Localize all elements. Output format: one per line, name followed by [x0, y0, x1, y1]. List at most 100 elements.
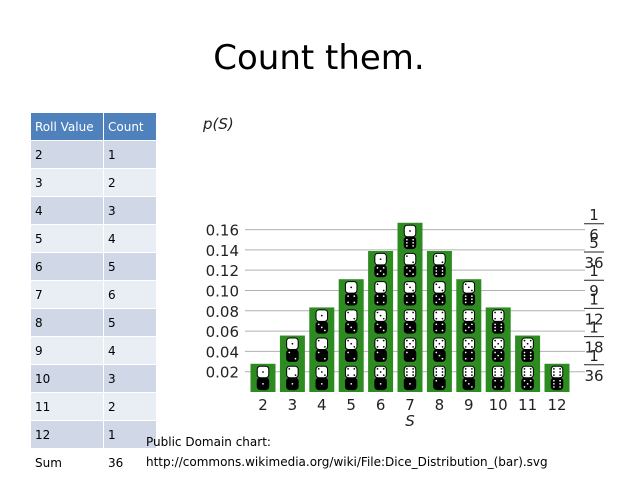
- roll-value-cell: 5: [30, 224, 104, 253]
- die-pip: [406, 283, 408, 286]
- die-pip: [441, 267, 444, 269]
- die-pip: [353, 329, 356, 332]
- die-pip: [376, 323, 379, 326]
- bar: [279, 335, 305, 392]
- die-pip: [412, 238, 414, 241]
- die-pip: [497, 342, 500, 345]
- x-tick-label: 11: [518, 396, 537, 414]
- roll-value-cell: 10: [30, 364, 104, 393]
- die-pip: [553, 374, 555, 376]
- count-cell: 5: [103, 252, 157, 281]
- die-pip: [523, 368, 526, 370]
- fraction-numerator: 1: [589, 262, 599, 280]
- die-pip: [529, 371, 532, 373]
- die-pip: [324, 346, 326, 348]
- table-sum-row: Sum 36: [30, 448, 157, 477]
- die-pip: [409, 342, 411, 345]
- y-tick-label: 0.02: [206, 364, 239, 382]
- die-face: [433, 252, 446, 266]
- right-tick-fraction: 112: [584, 290, 604, 328]
- fraction-numerator: 1: [589, 347, 599, 365]
- die-face: [491, 365, 505, 379]
- die-pip: [412, 245, 414, 247]
- fraction-denominator: 9: [589, 282, 599, 300]
- die-pip: [464, 298, 467, 301]
- roll-value-cell: 11: [30, 392, 104, 421]
- die-pip: [379, 371, 382, 373]
- die-pip: [382, 301, 385, 304]
- die-pip: [467, 382, 470, 385]
- die-pip: [464, 371, 467, 373]
- x-tick-label: 6: [376, 396, 386, 414]
- die-face: [491, 309, 505, 322]
- bar: [368, 250, 394, 392]
- die-pip: [382, 267, 385, 269]
- die-pip: [500, 351, 503, 354]
- die-pip: [441, 317, 444, 320]
- bar: [544, 363, 570, 392]
- fraction-numerator: 1: [589, 319, 599, 337]
- die-pip: [350, 326, 353, 329]
- die-pip: [523, 351, 526, 354]
- die-pip: [409, 286, 411, 289]
- die-face: [550, 365, 564, 379]
- die-face: [462, 349, 476, 362]
- die-pip: [471, 371, 473, 373]
- die-pip: [500, 326, 503, 329]
- die-pip: [464, 323, 467, 326]
- die-pip: [317, 339, 320, 342]
- die-pip: [382, 357, 385, 360]
- bar: [485, 307, 511, 392]
- die-pip: [294, 357, 297, 360]
- die-pip: [379, 270, 382, 272]
- die-pip: [464, 283, 467, 286]
- x-tick-label: 3: [288, 396, 298, 414]
- table-header-row: Roll Value Count: [30, 112, 157, 141]
- die-pip: [559, 379, 561, 382]
- roll-value-cell: 2: [30, 140, 104, 169]
- header-roll-value: Roll Value: [30, 112, 104, 141]
- die-pip: [553, 371, 555, 373]
- count-cell: 1: [103, 140, 157, 169]
- y-tick-label: 0.14: [206, 242, 239, 260]
- die-pip: [523, 339, 526, 342]
- die-face: [462, 365, 476, 379]
- die-pip: [471, 368, 473, 370]
- die-pip: [441, 346, 444, 348]
- die-pip: [435, 368, 438, 370]
- die-pip: [294, 374, 297, 376]
- die-pip: [382, 329, 385, 332]
- die-pip: [353, 317, 356, 320]
- die-pip: [441, 301, 444, 304]
- die-pip: [500, 374, 503, 376]
- die-pip: [412, 357, 414, 360]
- die-pip: [559, 386, 561, 388]
- die-pip: [347, 339, 349, 342]
- die-pip: [412, 339, 414, 342]
- die-pip: [467, 342, 470, 345]
- die-face: [403, 252, 417, 266]
- header-count: Count: [103, 112, 157, 141]
- die-pip: [376, 283, 379, 286]
- count-cell: 3: [103, 196, 157, 225]
- die-pip: [353, 374, 356, 376]
- die-face: [403, 349, 417, 362]
- die-pip: [435, 255, 438, 257]
- die-pip: [412, 311, 414, 314]
- die-pip: [376, 339, 379, 342]
- die-pip: [523, 371, 526, 373]
- die-pip: [559, 371, 561, 373]
- die-pip: [494, 326, 496, 329]
- die-pip: [500, 379, 503, 382]
- count-cell: 1: [103, 420, 157, 449]
- table-row: 12 1: [30, 420, 157, 449]
- die-face: [403, 365, 417, 379]
- x-tick-label: 2: [258, 396, 268, 414]
- die-pip: [523, 374, 526, 376]
- die-pip: [347, 323, 349, 326]
